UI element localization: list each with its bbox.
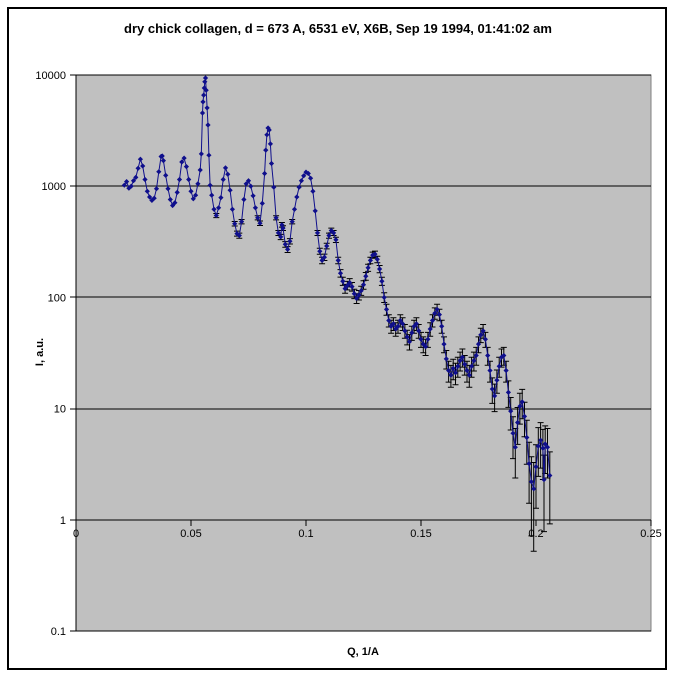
x-tick-labels: 0 0.05 0.1 0.15 0.2 0.25 xyxy=(73,528,662,540)
x-axis-title: Q, 1/A xyxy=(347,646,379,658)
y-tick-labels: 10000 1000 100 10 1 0.1 xyxy=(35,70,66,638)
svg-text:0.15: 0.15 xyxy=(410,528,431,540)
svg-text:0.1: 0.1 xyxy=(298,528,313,540)
svg-text:0.2: 0.2 xyxy=(528,528,543,540)
y-axis xyxy=(70,74,77,632)
svg-text:10000: 10000 xyxy=(35,70,66,82)
svg-text:1: 1 xyxy=(60,515,66,527)
svg-text:0.1: 0.1 xyxy=(51,626,66,638)
svg-text:1000: 1000 xyxy=(42,181,66,193)
svg-text:0: 0 xyxy=(73,528,79,540)
plot-background xyxy=(75,74,652,632)
x-axis xyxy=(75,519,652,526)
svg-text:0.05: 0.05 xyxy=(180,528,201,540)
chart-title: dry chick collagen, d = 673 A, 6531 eV, … xyxy=(124,21,552,36)
svg-text:0.25: 0.25 xyxy=(640,528,661,540)
svg-text:10: 10 xyxy=(54,404,66,416)
svg-text:100: 100 xyxy=(48,292,66,304)
